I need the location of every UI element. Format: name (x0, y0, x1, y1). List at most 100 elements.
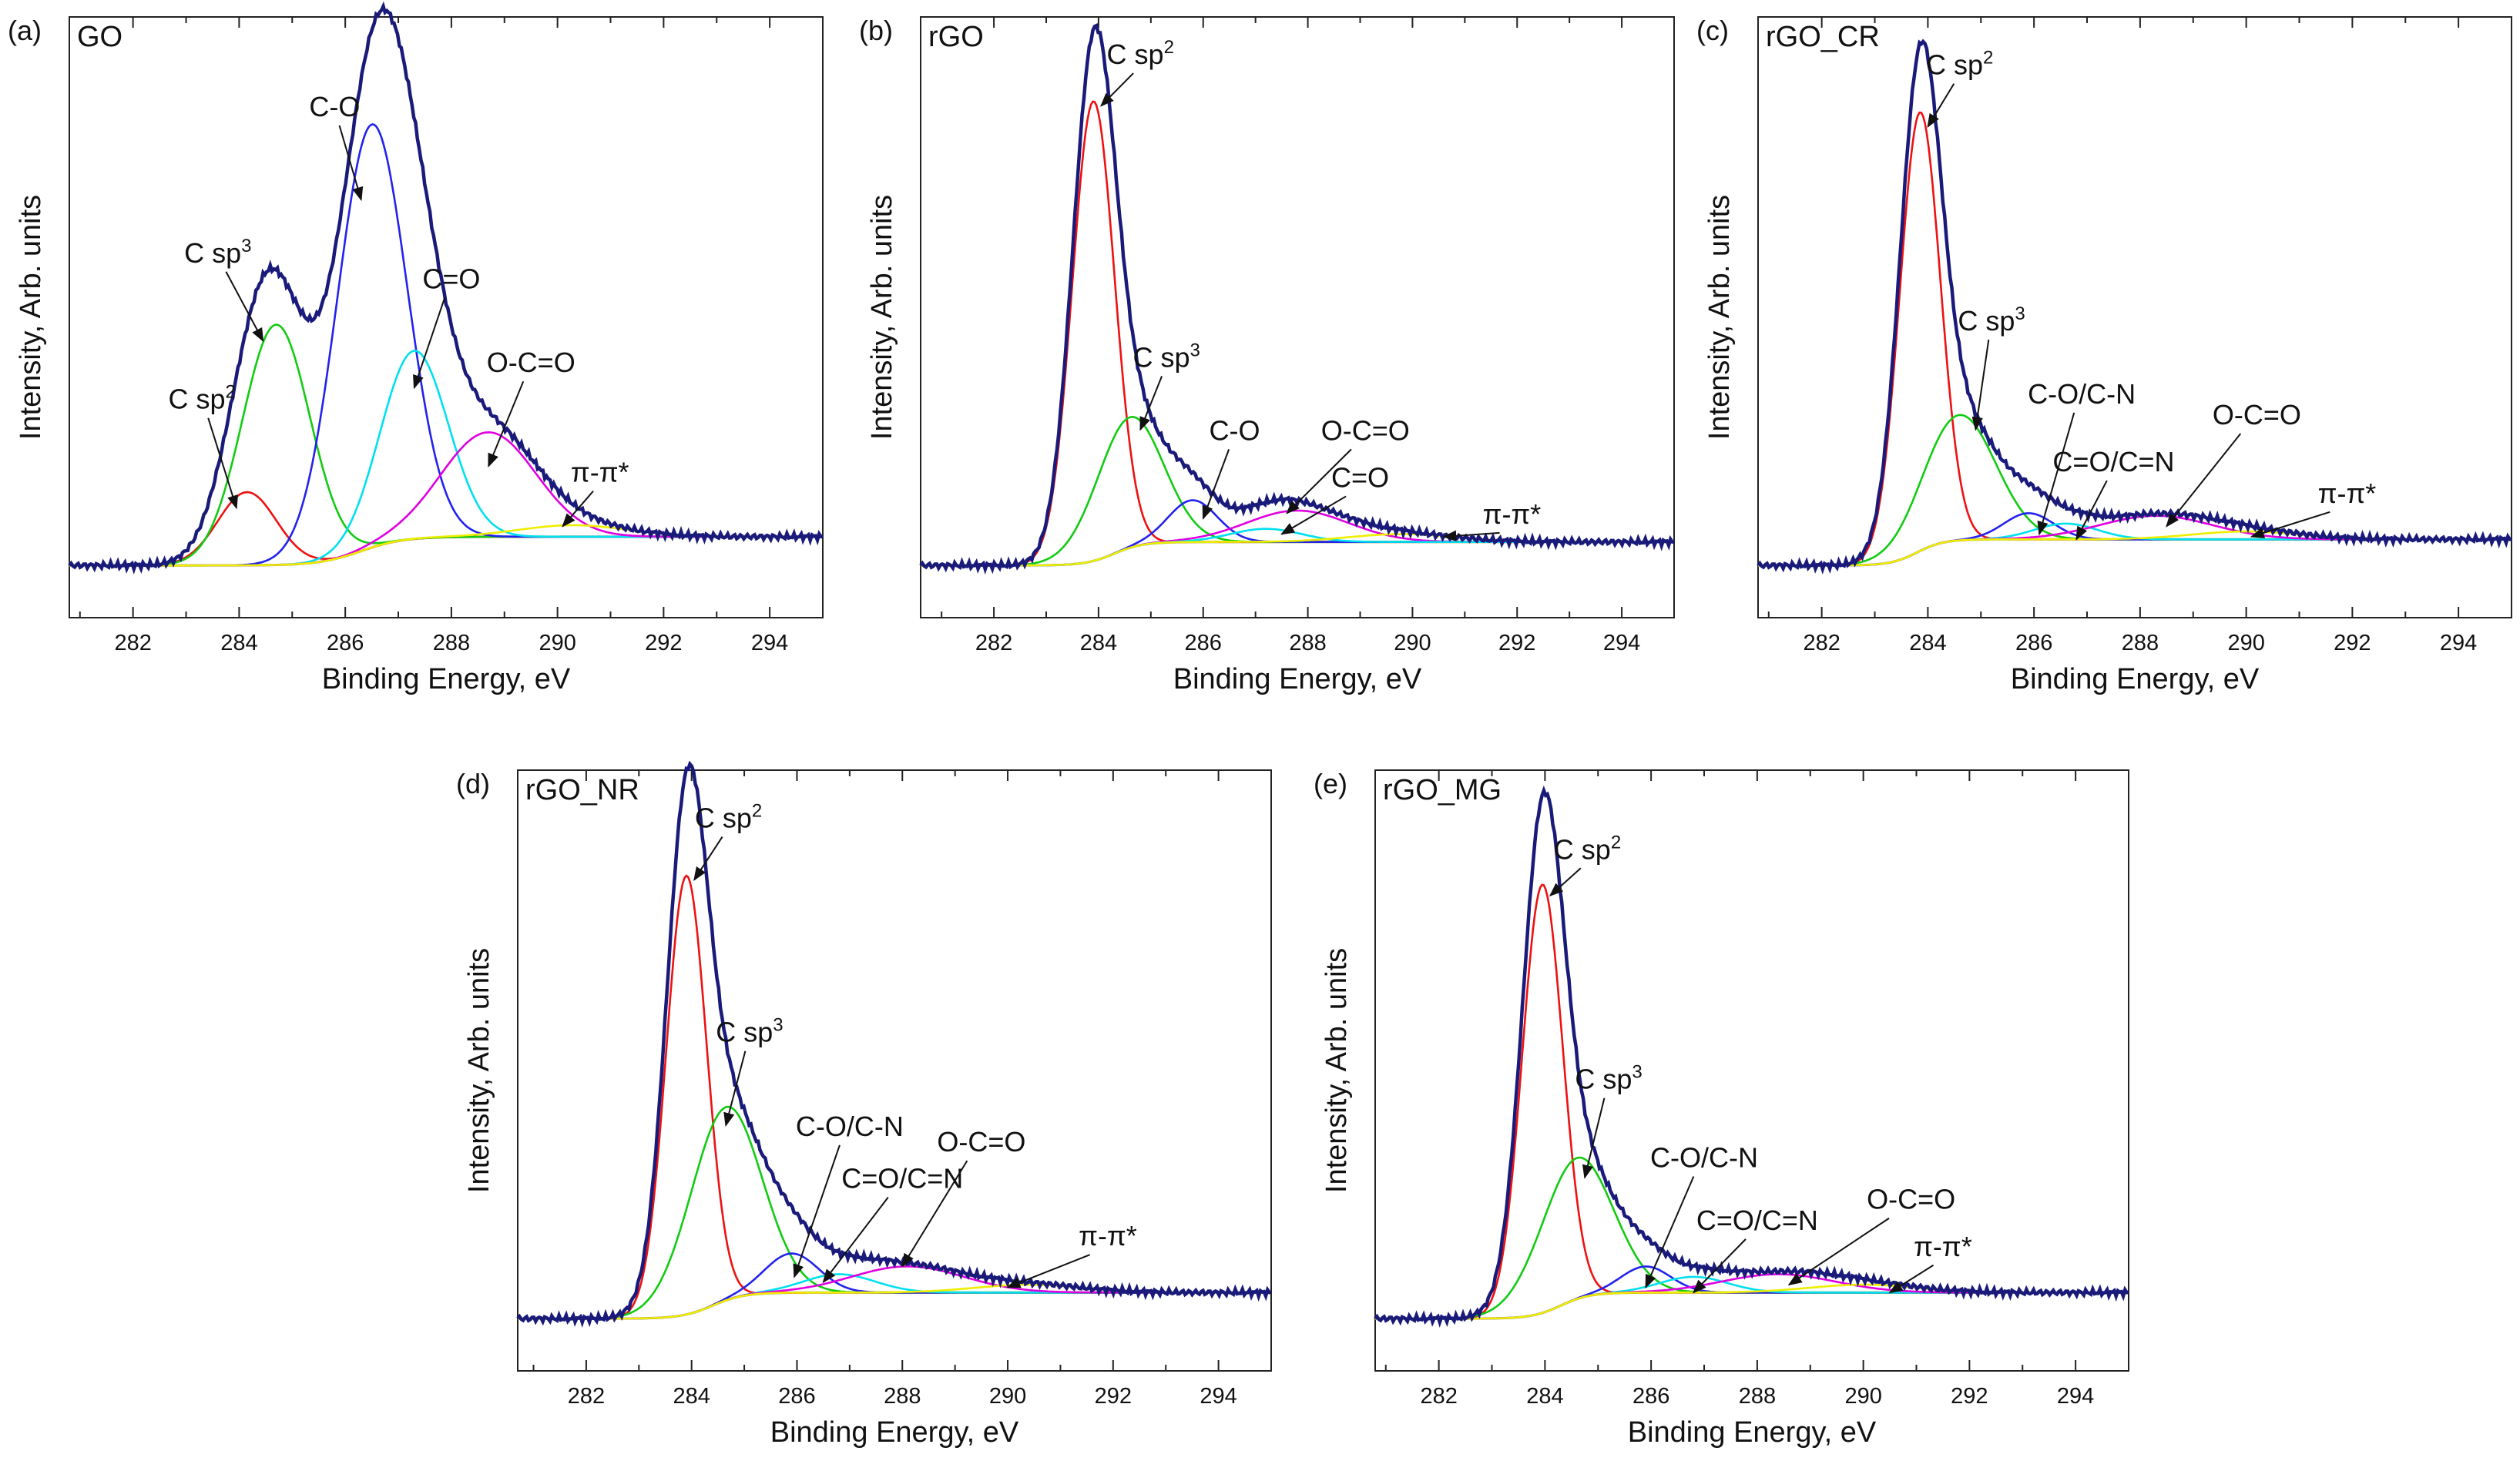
peak-label-text: π-π* (1483, 498, 1542, 530)
panel-letter: (b) (859, 15, 893, 46)
plot-frame (69, 16, 824, 618)
x-tick-label: 294 (2057, 1384, 2094, 1409)
peak-label-text: C-O/C-N (796, 1111, 904, 1142)
x-tick-label: 290 (1844, 1384, 1881, 1409)
peak-label: C-O/C-N (2028, 378, 2136, 410)
peak-label-superscript: 2 (226, 382, 236, 403)
peak-label-text: C-O (309, 91, 360, 122)
peak-label-text: π-π* (571, 457, 629, 488)
peak-label-text: C sp (1958, 305, 2015, 337)
panel-letter: (a) (8, 15, 42, 46)
peak-label-superscript: 2 (752, 801, 762, 822)
annotation-arrow (207, 417, 238, 510)
annotation-arrow (1888, 1264, 1934, 1294)
y-axis-label: Intensity, Arb. units (463, 948, 495, 1193)
envelope-curve (516, 760, 1272, 1328)
panel-letter: (d) (456, 768, 490, 799)
annotation-arrow (225, 271, 264, 343)
peak-label: C sp3 (1133, 340, 1200, 373)
peak-label: π-π* (2318, 477, 2377, 509)
y-axis-label: Intensity, Arb. units (15, 195, 47, 440)
peak-label: π-π* (1914, 1231, 1972, 1262)
annotation-arrow (822, 1197, 889, 1284)
y-axis-label: Intensity, Arb. units (866, 195, 898, 440)
annotation-arrow (1787, 1217, 1890, 1286)
sample-title: rGO_CR (1766, 21, 1880, 53)
panel-letter: (e) (1314, 768, 1347, 799)
x-tick-label: 286 (1185, 631, 1222, 655)
annotation-arrow (488, 380, 525, 467)
annotation-arrow (1280, 495, 1347, 535)
peak-label-text: C-O (1210, 414, 1260, 446)
peak-label-text: O-C=O (937, 1126, 1025, 1158)
panel-e: 282 284 286 288 290 292 294 Binding Energy, eV I… (1314, 768, 2129, 1449)
sample-title: rGO (928, 21, 984, 53)
peak-label: C-O/C-N (1650, 1141, 1758, 1173)
annotation-arrow (562, 490, 594, 528)
annotation-arrow (901, 1160, 968, 1268)
peak-label: C-O/C-N (796, 1111, 904, 1142)
x-axis-label: Binding Energy, eV (770, 1416, 1019, 1449)
x-axis-label: Binding Energy, eV (1173, 663, 1422, 695)
x-tick-label: 286 (778, 1384, 815, 1409)
x-tick-label: 292 (1095, 1384, 1132, 1409)
sample-title: rGO_NR (525, 774, 639, 806)
x-tick-label: 284 (1909, 631, 1946, 655)
peak-label-text: C=O (422, 263, 480, 295)
x-axis-label: Binding Energy, eV (322, 663, 571, 695)
component-sp2 (1375, 883, 2129, 1320)
peak-label-superscript: 3 (241, 236, 251, 256)
peak-label: C sp3 (184, 236, 251, 269)
peak-label-text: C sp (1107, 39, 1164, 70)
peak-label: C=O/C=N (841, 1163, 963, 1195)
annotation-arrow (1286, 448, 1352, 514)
peak-label: C=O (1331, 461, 1389, 493)
annotation-arrow (1442, 530, 1500, 541)
annotation-arrow (1971, 339, 1990, 431)
x-tick-label: 286 (2015, 631, 2052, 655)
x-tick-label: 294 (1200, 1384, 1237, 1409)
peak-label-text: O-C=O (487, 347, 575, 378)
peak-label: C sp3 (1575, 1062, 1642, 1095)
x-tick-label: 286 (1632, 1384, 1669, 1409)
annotation-arrow (1549, 867, 1582, 896)
y-axis-label: Intensity, Arb. units (1320, 948, 1353, 1193)
annotation-arrow (1645, 1176, 1695, 1289)
x-tick-label: 284 (220, 631, 257, 655)
peak-label-text: C sp (695, 803, 752, 834)
annotation-arrow (338, 125, 364, 202)
envelope-curve (1374, 786, 2129, 1329)
peak-label: C-O (1210, 414, 1260, 446)
peak-label-superscript: 3 (1632, 1062, 1642, 1083)
x-tick-label: 286 (327, 631, 364, 655)
peak-label-text: C sp (1575, 1064, 1632, 1095)
x-tick-label: 294 (751, 631, 788, 655)
annotation-arrow (1100, 72, 1134, 107)
peak-label-text: O-C=O (2213, 399, 2301, 431)
peak-label: O-C=O (2213, 399, 2301, 431)
panel-c: 282 284 286 288 290 292 294 Binding Energy, eV I… (1696, 15, 2512, 695)
annotation-arrow (1582, 1097, 1606, 1179)
peak-label: C sp3 (1958, 303, 2025, 337)
panel-b: 282 284 286 288 290 292 294 Binding Energy, eV I… (859, 15, 1675, 695)
peak-label: C sp2 (1926, 48, 1993, 81)
x-tick-label: 290 (2227, 631, 2264, 655)
x-tick-label: 292 (645, 631, 682, 655)
annotation-arrow (2250, 511, 2330, 538)
x-tick-label: 284 (1526, 1384, 1563, 1409)
plot-frame (1757, 16, 2512, 618)
x-tick-label: 282 (1803, 631, 1840, 655)
annotation-arrow (2166, 433, 2242, 528)
x-tick-label: 292 (1951, 1384, 1988, 1409)
envelope-curve (1757, 39, 2512, 575)
peak-label: C sp3 (716, 1015, 783, 1048)
x-tick-label: 294 (2440, 631, 2477, 655)
peak-label: C=O (422, 263, 480, 295)
component-pipi (921, 533, 1674, 567)
peak-label-text: π-π* (1914, 1231, 1972, 1262)
component-sp2 (1758, 111, 2512, 567)
peak-label: C sp2 (1554, 832, 1621, 865)
x-tick-label: 284 (673, 1384, 710, 1409)
x-tick-label: 290 (1394, 631, 1431, 655)
